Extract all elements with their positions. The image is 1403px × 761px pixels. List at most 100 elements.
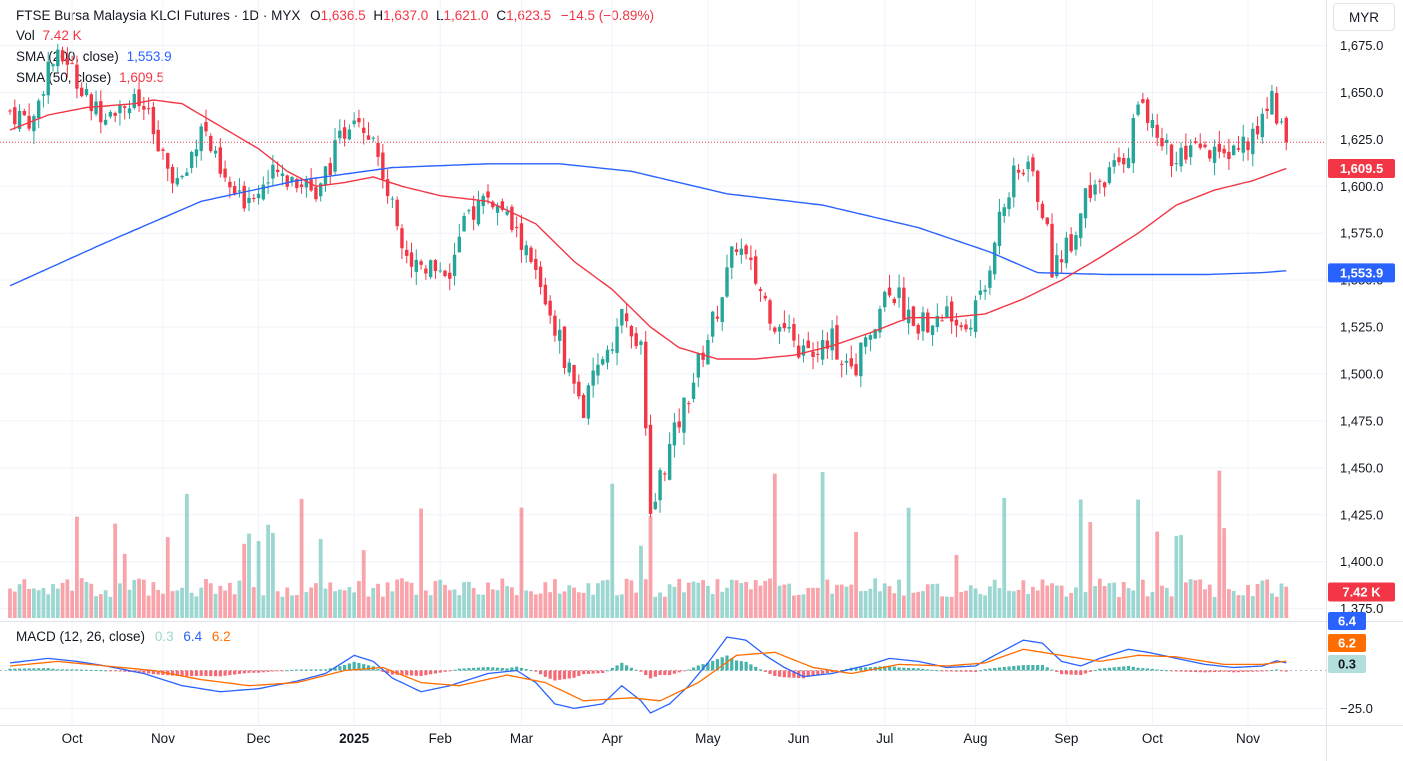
macd-histogram-bar <box>916 668 920 671</box>
candle-body <box>1131 118 1135 164</box>
macd-histogram-bar <box>486 667 490 671</box>
candle-body <box>1174 163 1179 165</box>
volume-bar <box>1011 591 1016 618</box>
volume-bar <box>17 584 22 618</box>
volume-bar <box>151 582 156 618</box>
volume-bar <box>122 553 127 618</box>
macd-histogram-bar <box>538 670 543 675</box>
candle-body <box>467 210 471 212</box>
volume-bar <box>1126 588 1131 618</box>
macd-histogram-bar <box>199 670 203 676</box>
macd-histogram-bar <box>730 657 734 671</box>
macd-hist-badge-text: 0.3 <box>1338 657 1356 672</box>
volume-bar <box>1021 580 1026 618</box>
currency-button[interactable]: MYR <box>1333 3 1395 31</box>
volume-bar <box>1279 583 1284 618</box>
volume-bar <box>600 580 605 618</box>
sma50-badge: 1,609.5 <box>1328 158 1395 178</box>
candle-body <box>1193 141 1198 143</box>
volume-bar <box>242 543 247 618</box>
volume-bar <box>271 532 275 618</box>
candle-body <box>1021 172 1026 175</box>
volume-bar <box>662 596 667 618</box>
candle-body <box>285 175 289 187</box>
volume-bar <box>189 592 194 618</box>
candle-body <box>997 211 1002 247</box>
volume-bar <box>1145 596 1150 618</box>
candle-body <box>667 443 672 480</box>
macd-histogram-bar <box>668 670 672 676</box>
macd-histogram-bar <box>1126 665 1131 671</box>
candle-body <box>773 327 777 332</box>
x-tick-label: Apr <box>602 731 624 746</box>
volume-bar <box>466 581 471 618</box>
macd-histogram-bar <box>988 668 992 671</box>
volume-bar <box>280 596 285 618</box>
macd-histogram-bar <box>1160 669 1164 671</box>
macd-signal-badge: 6.2 <box>1328 634 1366 652</box>
sma50-legend[interactable]: SMA (50, close) 1,609.5 <box>16 69 164 87</box>
volume-bar <box>753 580 758 618</box>
candle-body <box>166 152 170 169</box>
volume-bar <box>1069 592 1074 618</box>
macd-histogram-bar <box>209 670 213 677</box>
macd-histogram-bar <box>147 670 151 674</box>
symbol-title[interactable]: FTSE Bursa Malaysia KLCI Futures · 1D · … <box>16 8 301 23</box>
volume-bar <box>318 538 323 618</box>
candle-body <box>534 258 538 270</box>
volume-bar <box>954 554 959 618</box>
x-tick-label: Oct <box>62 731 83 746</box>
volume-bar <box>701 580 705 618</box>
candle-body <box>1179 147 1183 167</box>
volume-bar <box>1059 585 1064 618</box>
volume-bar <box>715 579 720 618</box>
macd-histogram-bar <box>768 670 772 674</box>
macd-histogram-bar <box>261 670 265 673</box>
macd-legend[interactable]: MACD (12, 26, close) 0.3 6.4 6.2 <box>16 629 231 644</box>
volume-bar <box>1246 585 1250 618</box>
x-tick-label: May <box>695 731 721 746</box>
x-tick-label: Dec <box>247 731 271 746</box>
candle-body <box>1198 143 1202 148</box>
macd-histogram-bar <box>868 667 872 671</box>
candle-body <box>156 129 160 152</box>
macd-histogram-bar <box>142 670 146 673</box>
candle-body <box>500 201 505 210</box>
volume-bar <box>792 595 796 618</box>
volume-bar <box>275 591 280 618</box>
volume-bar <box>70 590 75 618</box>
macd-histogram-bar <box>218 670 222 677</box>
x-tick-label: 2025 <box>339 731 370 746</box>
macd-histogram-bar <box>1251 670 1255 672</box>
sma200-badge-bg <box>1328 263 1395 283</box>
candle-body <box>1165 139 1169 144</box>
candle-body <box>1026 161 1030 170</box>
macd-histogram-bar <box>309 669 313 671</box>
candle-body <box>1246 141 1250 151</box>
candle-body <box>443 270 447 276</box>
volume-bar <box>510 587 514 618</box>
macd-histogram-bar <box>763 670 767 672</box>
candle-body <box>1112 160 1116 167</box>
candle-body <box>1208 150 1212 159</box>
x-tick-label: Oct <box>1142 731 1163 746</box>
volume-bar <box>1112 582 1117 618</box>
macd-histogram-bar <box>223 670 227 676</box>
volume-bar <box>782 584 787 618</box>
candle-body <box>524 245 528 256</box>
volume-bar <box>825 579 830 618</box>
macd-histogram-bar <box>204 670 208 677</box>
volume-bar <box>1250 595 1255 618</box>
volume-bar <box>471 588 476 618</box>
macd-histogram-bar <box>228 670 232 676</box>
sma200-badge: 1,553.9 <box>1328 263 1395 283</box>
macd-histogram-bar <box>89 669 93 671</box>
candle-body <box>940 320 944 322</box>
volume-bar <box>901 595 906 618</box>
y-tick-label: 1,425.0 <box>1340 507 1383 522</box>
volume-bar <box>586 583 591 618</box>
candle-body <box>189 152 194 168</box>
candle-body <box>1117 157 1121 163</box>
candle-body <box>137 89 141 107</box>
